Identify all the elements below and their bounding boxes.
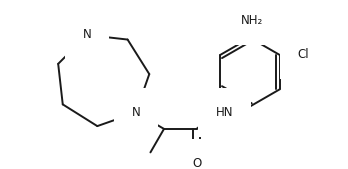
Text: N: N — [83, 29, 92, 41]
Text: O: O — [192, 157, 201, 169]
Text: Cl: Cl — [298, 49, 309, 62]
Text: NH₂: NH₂ — [240, 14, 263, 27]
Text: N: N — [132, 106, 140, 119]
Text: HN: HN — [216, 106, 234, 119]
